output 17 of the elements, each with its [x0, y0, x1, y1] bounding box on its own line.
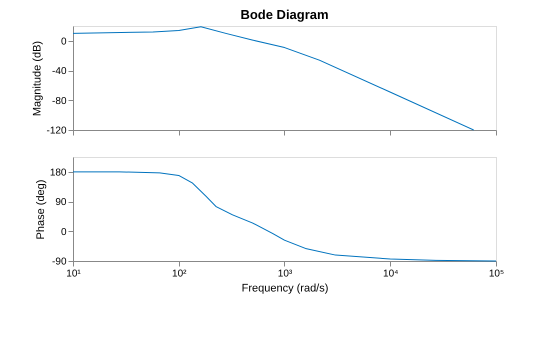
x-tick-label: 10³ — [278, 268, 293, 280]
y-tick-label: 0 — [60, 226, 67, 238]
y-tick-label: -40 — [52, 66, 67, 78]
x-tick-label: 10² — [172, 268, 188, 280]
x-tick-label: 10⁴ — [383, 268, 398, 280]
y-axis-title: Phase (deg) — [34, 180, 47, 240]
x-axis-title: Frequency (rad/s) — [242, 282, 328, 294]
x-tick-label: 10¹ — [66, 268, 82, 280]
x-tick-label: 10⁵ — [488, 268, 504, 280]
chart-title: Bode Diagram — [240, 7, 329, 22]
y-tick-label: 90 — [55, 197, 67, 208]
y-axis-title: Magnitude (dB) — [31, 40, 44, 116]
y-tick-label: 180 — [50, 167, 67, 178]
y-tick-label: -80 — [52, 96, 67, 107]
y-tick-label: -120 — [46, 126, 67, 136]
y-tick-label: -90 — [52, 256, 67, 268]
y-tick-label: 0 — [60, 36, 67, 48]
